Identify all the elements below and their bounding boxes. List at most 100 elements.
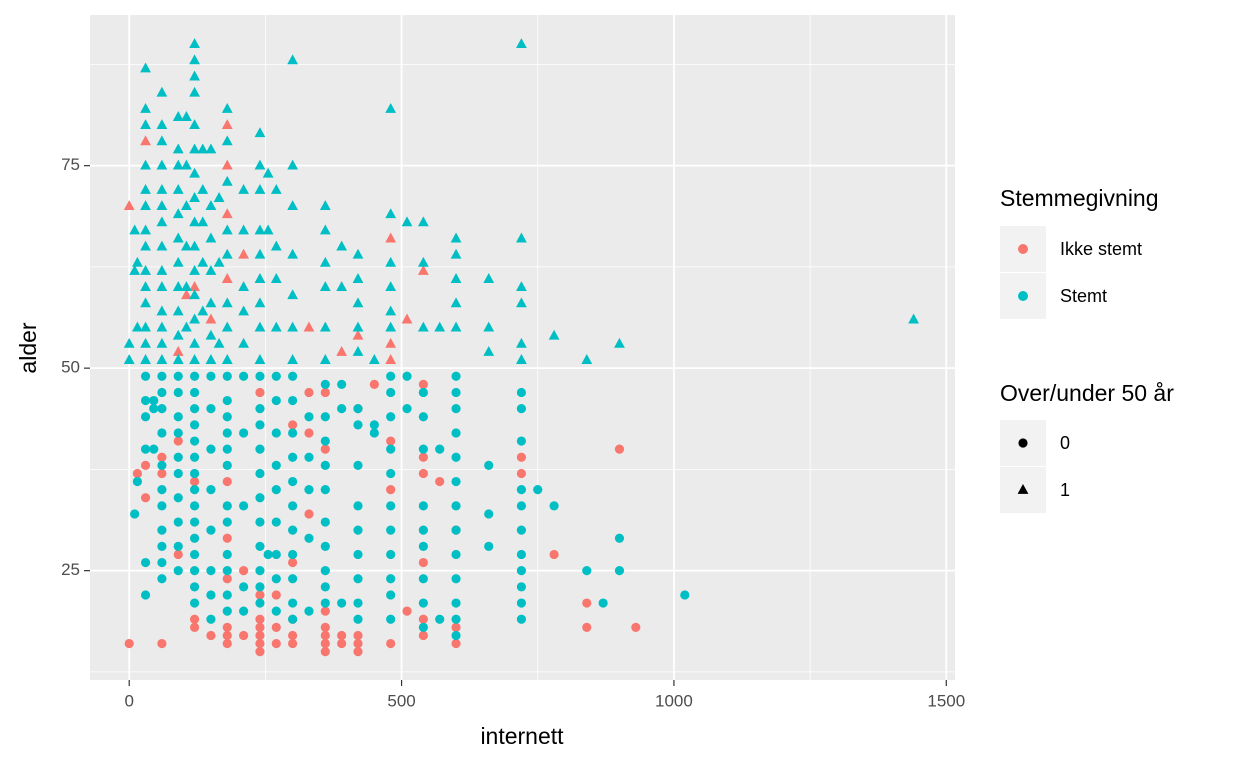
point (189, 614, 200, 624)
point (189, 485, 200, 495)
point (262, 224, 274, 235)
point (418, 412, 428, 422)
point (549, 549, 559, 560)
point (157, 387, 167, 398)
point (288, 574, 298, 584)
point (451, 404, 461, 414)
point (385, 281, 397, 292)
point (140, 354, 151, 364)
point (222, 590, 232, 600)
point (288, 452, 298, 462)
point (353, 638, 363, 649)
point (451, 598, 461, 608)
point (303, 321, 315, 332)
point (271, 485, 281, 495)
point (336, 345, 348, 356)
point (157, 452, 167, 462)
point (516, 337, 527, 348)
point (271, 517, 281, 527)
point (402, 371, 412, 381)
point (173, 452, 183, 462)
point (386, 549, 396, 560)
point (197, 305, 209, 316)
point (140, 102, 151, 113)
point (156, 216, 168, 227)
point (140, 62, 151, 73)
point (320, 606, 330, 616)
point (255, 387, 265, 398)
point (271, 549, 281, 560)
point (484, 509, 494, 519)
point (304, 606, 314, 616)
point (205, 297, 217, 308)
point (221, 273, 233, 283)
point (130, 509, 140, 519)
grid (90, 15, 955, 680)
point (206, 590, 216, 600)
point (181, 240, 192, 251)
point (320, 412, 330, 422)
point (238, 224, 250, 235)
point (238, 183, 250, 194)
point (385, 354, 397, 364)
point (598, 598, 608, 608)
point (385, 102, 397, 113)
point (254, 354, 266, 364)
point (288, 630, 298, 641)
point (157, 501, 167, 511)
point (386, 371, 396, 381)
point (516, 566, 527, 576)
point (172, 111, 184, 121)
point (189, 70, 200, 81)
point (239, 606, 249, 616)
point (140, 297, 151, 308)
point (451, 371, 461, 381)
point (172, 143, 184, 154)
point (157, 428, 167, 438)
point (173, 517, 183, 527)
point (451, 525, 461, 535)
point (140, 557, 151, 568)
point (173, 436, 183, 446)
legend: Stemmegivning Ikke stemt Stemt Over/under 5… (1000, 185, 1174, 513)
point (288, 549, 298, 560)
point (451, 549, 461, 560)
point (205, 143, 217, 154)
point (271, 590, 281, 600)
point (221, 159, 233, 170)
point (614, 566, 625, 576)
point (189, 622, 200, 632)
point (418, 387, 428, 398)
point (369, 428, 379, 438)
point (239, 582, 249, 592)
point (172, 305, 184, 316)
point (156, 86, 168, 97)
point (614, 533, 625, 543)
point (172, 329, 184, 340)
point (173, 387, 183, 398)
point (222, 622, 232, 632)
point (386, 387, 396, 398)
point (418, 557, 428, 568)
point (140, 371, 151, 381)
point (149, 395, 159, 406)
point (123, 337, 135, 348)
point (319, 281, 331, 292)
point (149, 444, 159, 454)
point (320, 436, 330, 446)
point (287, 354, 299, 364)
point (386, 468, 396, 479)
point (222, 533, 232, 543)
point (129, 224, 141, 235)
point (516, 436, 527, 446)
point (206, 371, 216, 381)
point (239, 566, 249, 576)
point (304, 387, 314, 398)
point (418, 622, 428, 632)
point (304, 412, 314, 422)
point (386, 501, 396, 511)
point (451, 387, 461, 398)
point (319, 256, 331, 267)
point (181, 321, 192, 332)
point (320, 485, 330, 495)
